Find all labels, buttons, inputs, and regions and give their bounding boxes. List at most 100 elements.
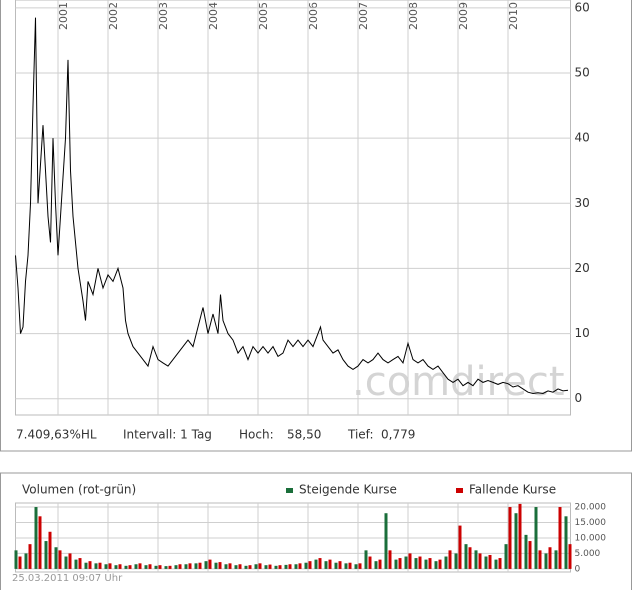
volume-bar — [408, 553, 412, 569]
volume-bar — [554, 550, 558, 569]
volume-bar — [64, 556, 68, 569]
volume-bar — [468, 547, 472, 569]
volume-bar — [318, 558, 322, 569]
y-tick-label: 20.000 — [575, 503, 607, 513]
volume-bar — [138, 563, 142, 569]
volume-bar — [164, 566, 168, 569]
volume-bar — [78, 558, 82, 569]
volume-bar — [538, 550, 542, 569]
volume-bar — [274, 565, 278, 569]
volume-bar — [504, 544, 508, 569]
volume-bar — [198, 562, 202, 569]
volume-bar — [494, 559, 498, 569]
stat-change: 7.409,63%HL — [16, 428, 97, 442]
volume-bar — [324, 561, 328, 569]
volume-title: Volumen (rot-grün) — [22, 483, 136, 497]
volume-bar — [158, 565, 162, 569]
volume-bar — [88, 561, 92, 569]
volume-bar — [54, 547, 58, 569]
volume-bar — [238, 564, 242, 569]
volume-bar — [304, 562, 308, 569]
volume-bar — [28, 544, 32, 569]
x-tick-label: 2008 — [407, 2, 420, 30]
volume-bar — [484, 556, 488, 569]
volume-bar — [344, 563, 348, 569]
volume-bar — [308, 561, 312, 569]
volume-bar — [124, 565, 128, 569]
y-tick-label: 40 — [575, 131, 590, 145]
volume-bar — [248, 565, 252, 569]
volume-bar — [458, 525, 462, 569]
volume-bar — [474, 550, 478, 569]
volume-bar — [438, 559, 442, 569]
volume-bar — [548, 547, 552, 569]
volume-bar — [294, 564, 298, 569]
volume-bar — [84, 562, 88, 569]
volume-bar — [488, 554, 492, 569]
volume-bar — [568, 544, 572, 569]
y-tick-label: 0 — [575, 391, 583, 405]
timestamp: 25.03.2011 09:07 Uhr — [12, 573, 123, 584]
volume-bar — [418, 556, 422, 569]
volume-bar — [208, 559, 212, 569]
volume-bar — [58, 550, 62, 569]
volume-bar — [128, 565, 132, 569]
volume-bar — [24, 553, 28, 569]
volume-bar — [104, 564, 108, 569]
volume-bar — [148, 564, 152, 569]
volume-bar — [134, 564, 138, 569]
volume-bar — [268, 564, 272, 569]
volume-bar — [118, 564, 122, 569]
volume-bar — [364, 550, 368, 569]
legend-label: Steigende Kurse — [299, 483, 397, 497]
volume-bar — [108, 563, 112, 569]
volume-bar — [154, 565, 158, 569]
x-tick-label: 2002 — [107, 2, 120, 30]
x-tick-label: 2001 — [57, 2, 70, 30]
y-tick-label: 50 — [575, 65, 590, 79]
volume-bar — [214, 562, 218, 569]
volume-bar — [424, 559, 428, 569]
volume-bar — [434, 561, 438, 569]
volume-bar — [228, 563, 232, 569]
volume-bar — [398, 558, 402, 569]
volume-bar — [478, 553, 482, 569]
volume-bar — [194, 563, 198, 569]
volume-bar — [514, 513, 518, 569]
volume-bar — [258, 563, 262, 569]
volume-bar — [178, 564, 182, 569]
volume-bar — [388, 550, 392, 569]
x-tick-label: 2005 — [257, 2, 270, 30]
volume-bar — [454, 553, 458, 569]
x-tick-label: 2006 — [307, 2, 320, 30]
volume-bar — [38, 516, 42, 569]
volume-bar — [234, 565, 238, 569]
y-tick-label: 10.000 — [575, 533, 607, 543]
volume-bar — [374, 561, 378, 569]
volume-bar — [244, 565, 248, 569]
y-tick-label: 20 — [575, 261, 590, 275]
volume-bar — [184, 564, 188, 569]
volume-bar — [48, 531, 52, 569]
volume-bar — [528, 541, 532, 569]
volume-bar — [558, 507, 562, 569]
x-tick-label: 2010 — [507, 2, 520, 30]
volume-bar — [168, 565, 172, 569]
volume-bar — [384, 513, 388, 569]
legend-label: Fallende Kurse — [469, 483, 556, 497]
volume-bar — [524, 534, 528, 569]
volume-bar — [98, 562, 102, 569]
volume-bar — [224, 564, 228, 569]
volume-bar — [288, 564, 292, 569]
x-tick-label: 2007 — [357, 2, 370, 30]
y-tick-label: 15.000 — [575, 518, 607, 528]
volume-bar — [278, 565, 282, 569]
stat-low: 0,779 — [381, 428, 415, 442]
volume-bar — [298, 563, 302, 569]
volume-bar — [428, 558, 432, 569]
y-tick-label: 10 — [575, 326, 590, 340]
volume-bar — [358, 563, 362, 569]
volume-bar — [448, 550, 452, 569]
y-tick-label: 5.000 — [575, 549, 601, 559]
y-tick-label: 30 — [575, 196, 590, 210]
